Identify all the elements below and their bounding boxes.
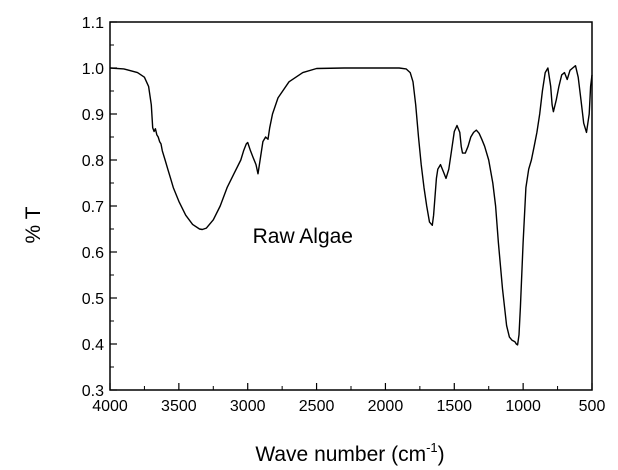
y-tick-label: 0.3	[82, 383, 104, 400]
y-tick-label: 0.4	[82, 337, 104, 354]
x-tick-label: 4000	[92, 398, 128, 415]
x-tick-label: 500	[579, 398, 606, 415]
x-axis-title: Wave number (cm-1)	[255, 440, 444, 466]
x-tick-label: 1000	[505, 398, 541, 415]
x-tick-label: 2000	[368, 398, 404, 415]
y-tick-label: 0.7	[82, 199, 104, 216]
x-axis-title-suffix: )	[438, 443, 445, 466]
x-tick-label: 3500	[161, 398, 197, 415]
x-axis-title-main: Wave number (cm	[255, 443, 426, 466]
y-tick-label: 0.8	[82, 153, 104, 170]
plot-area	[109, 64, 593, 346]
x-axis-title-superscript: -1	[426, 440, 438, 455]
y-tick-label: 0.6	[82, 245, 104, 262]
x-tick-label: 3000	[230, 398, 266, 415]
series-line	[109, 64, 593, 346]
y-tick-label: 0.9	[82, 107, 104, 124]
y-tick-label: 1.0	[82, 61, 104, 78]
y-tick-label: 0.5	[82, 291, 104, 308]
annotations: Raw Algae	[253, 225, 353, 248]
y-tick-label: 1.1	[82, 15, 104, 32]
annotation-label: Raw Algae	[253, 225, 353, 248]
x-tick-label: 1500	[436, 398, 472, 415]
y-axis-title: % T	[22, 206, 45, 243]
x-tick-label: 2500	[299, 398, 335, 415]
y-axis: 0.3 0.4 0.5 0.6 0.7 0.8 0.9 1.0 1.1	[82, 15, 117, 400]
x-axis: 4000 3500 3000 2500 2000 1500 1000 500	[92, 383, 605, 415]
